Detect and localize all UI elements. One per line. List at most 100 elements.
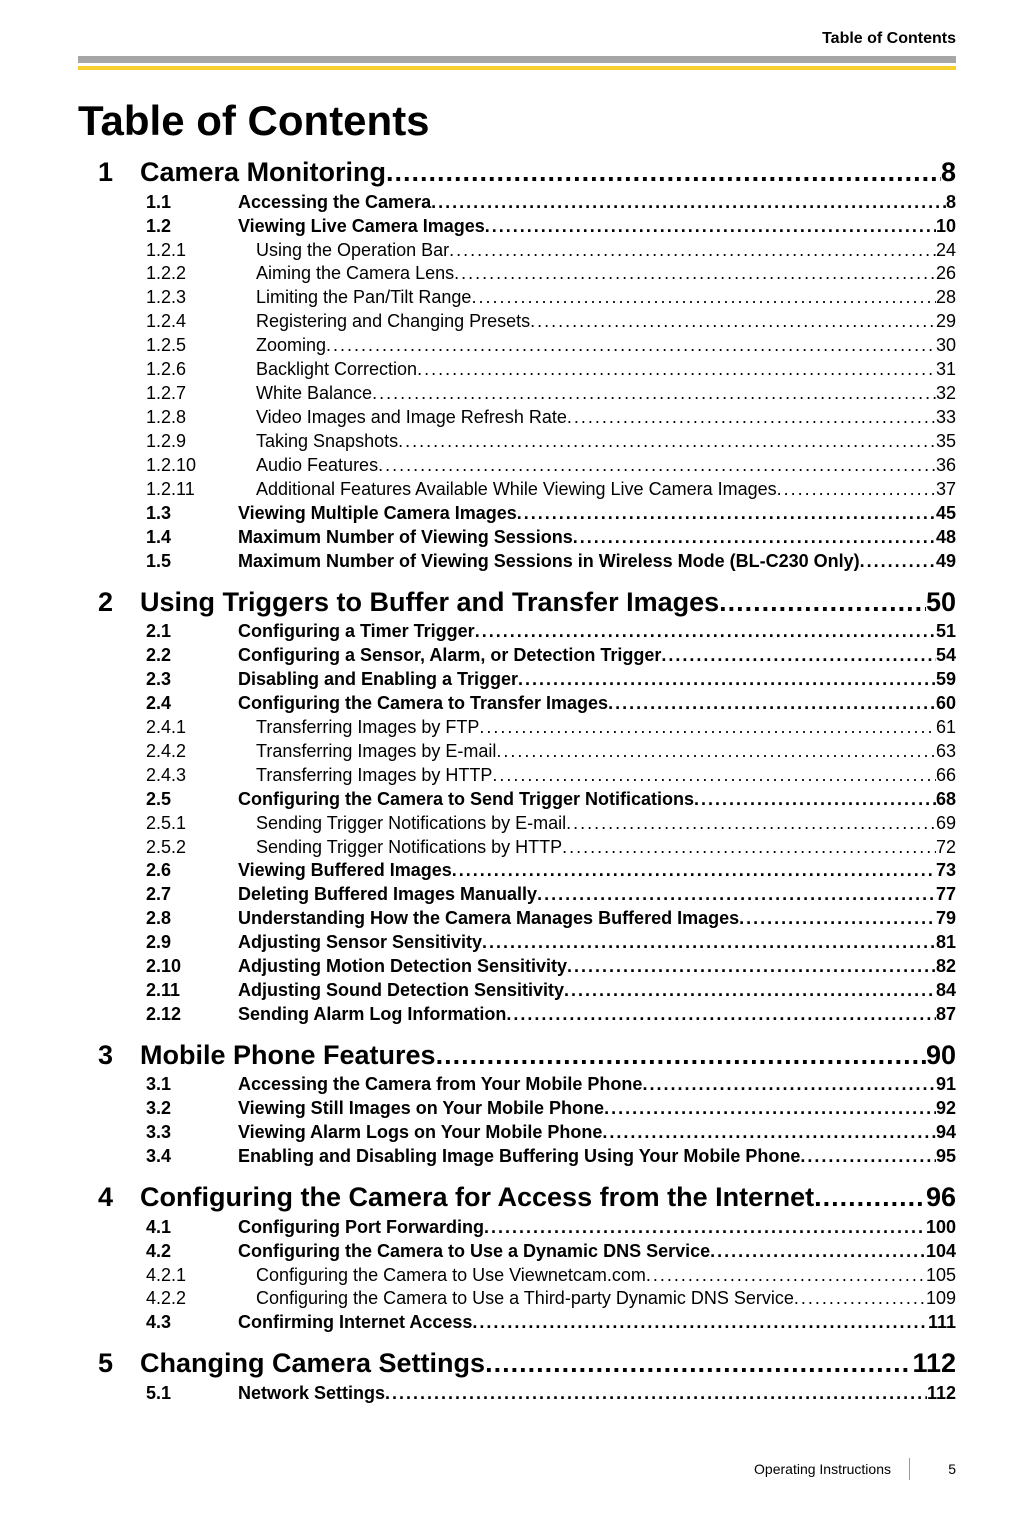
toc-entry-page: 72 (936, 836, 956, 860)
toc-entry-number: 2.11 (146, 979, 238, 1003)
toc-entry-label: Maximum Number of Viewing Sessions (238, 526, 573, 550)
toc-leader-dots (378, 454, 936, 478)
toc-leader-dots (694, 788, 936, 812)
toc-entry: 1.2.7White Balance 32 (98, 382, 956, 406)
toc-entry-number: 3.1 (146, 1073, 238, 1097)
toc-entry: 1Camera Monitoring 8 (98, 154, 956, 190)
footer-separator (909, 1458, 910, 1480)
toc-entry-page: 84 (936, 979, 956, 1003)
toc-leader-dots (608, 692, 936, 716)
toc-entry-label: Viewing Live Camera Images (238, 215, 485, 239)
toc-entry-label: Configuring the Camera to Use a Dynamic … (238, 1240, 710, 1264)
toc-entry-page: 95 (936, 1145, 956, 1169)
toc-entry-label: Audio Features (238, 454, 378, 478)
toc-entry-page: 112 (912, 1345, 956, 1381)
toc-entry-number: 4.2 (146, 1240, 238, 1264)
toc-entry-page: 32 (936, 382, 956, 406)
toc-entry-page: 90 (926, 1037, 956, 1073)
toc-entry-label: Adjusting Sound Detection Sensitivity (238, 979, 564, 1003)
toc-entry-page: 49 (936, 550, 956, 574)
toc-entry-label: Additional Features Available While View… (238, 478, 777, 502)
toc-entry: 2.2Configuring a Sensor, Alarm, or Detec… (98, 644, 956, 668)
toc-entry: 3.3Viewing Alarm Logs on Your Mobile Pho… (98, 1121, 956, 1145)
toc-entry: 3.4Enabling and Disabling Image Bufferin… (98, 1145, 956, 1169)
toc-entry: 2.5.2Sending Trigger Notifications by HT… (98, 836, 956, 860)
toc-entry-label: Mobile Phone Features (140, 1037, 436, 1073)
toc-leader-dots (739, 907, 936, 931)
toc-entry-label: Using Triggers to Buffer and Transfer Im… (140, 584, 719, 620)
footer-page-number: 5 (928, 1461, 956, 1477)
toc-entry: 4.3Confirming Internet Access 111 (98, 1311, 956, 1335)
toc-entry-page: 69 (936, 812, 956, 836)
toc-leader-dots (642, 1073, 936, 1097)
toc-entry: 4.2.1Configuring the Camera to Use Viewn… (98, 1264, 956, 1288)
toc-entry: 5.1Network Settings 112 (98, 1382, 956, 1406)
toc-entry-label: Transferring Images by FTP (238, 716, 479, 740)
toc-entry-page: 111 (928, 1311, 956, 1335)
toc-entry-page: 54 (936, 644, 956, 668)
running-head: Table of Contents (78, 30, 956, 48)
toc-entry-page: 82 (936, 955, 956, 979)
toc-entry: 2.7Deleting Buffered Images Manually 77 (98, 883, 956, 907)
toc-leader-dots (482, 931, 936, 955)
toc-leader-dots (567, 955, 936, 979)
toc-leader-dots (417, 358, 936, 382)
toc-entry-label: Transferring Images by E-mail (238, 740, 496, 764)
toc-entry-label: Registering and Changing Presets (238, 310, 530, 334)
toc-entry: 1.5Maximum Number of Viewing Sessions in… (98, 550, 956, 574)
toc-entry-page: 92 (936, 1097, 956, 1121)
toc-entry-number: 2.4 (146, 692, 238, 716)
toc-leader-dots (385, 1382, 927, 1406)
toc-entry-number: 2.1 (146, 620, 238, 644)
toc-entry-label: Configuring a Timer Trigger (238, 620, 475, 644)
toc-entry-number: 5.1 (146, 1382, 238, 1406)
toc-entry-number: 1 (98, 154, 140, 190)
toc-entry: 1.2Viewing Live Camera Images 10 (98, 215, 956, 239)
toc-entry-label: Sending Trigger Notifications by E-mail (238, 812, 566, 836)
toc-leader-dots (484, 1216, 926, 1240)
toc-entry-label: Changing Camera Settings (140, 1345, 485, 1381)
toc-entry-number: 2.10 (146, 955, 238, 979)
toc-entry-number: 2.8 (146, 907, 238, 931)
toc-entry-number: 3.3 (146, 1121, 238, 1145)
toc-entry-label: Enabling and Disabling Image Buffering U… (238, 1145, 800, 1169)
toc-entry-page: 35 (936, 430, 956, 454)
toc-entry-label: Disabling and Enabling a Trigger (238, 668, 518, 692)
toc-entry-page: 91 (936, 1073, 956, 1097)
toc-entry-label: Viewing Buffered Images (238, 859, 452, 883)
toc-entry: 1.2.5Zooming 30 (98, 334, 956, 358)
toc-entry-page: 50 (926, 584, 956, 620)
toc-entry-page: 81 (936, 931, 956, 955)
toc-entry-label: Accessing the Camera (238, 191, 431, 215)
toc-entry-page: 59 (936, 668, 956, 692)
toc-entry-label: Configuring the Camera to Use Viewnetcam… (238, 1264, 646, 1288)
toc-entry: 2.11Adjusting Sound Detection Sensitivit… (98, 979, 956, 1003)
footer-label: Operating Instructions (754, 1461, 891, 1477)
toc-entry-page: 77 (936, 883, 956, 907)
toc-entry-number: 3 (98, 1037, 140, 1073)
table-of-contents: 1Camera Monitoring 81.1Accessing the Cam… (98, 154, 956, 1406)
toc-entry: 1.2.8Video Images and Image Refresh Rate… (98, 406, 956, 430)
toc-entry-page: 96 (926, 1179, 956, 1215)
toc-leader-dots (710, 1240, 926, 1264)
toc-entry: 2.3Disabling and Enabling a Trigger 59 (98, 668, 956, 692)
toc-leader-dots (860, 550, 936, 574)
toc-entry-page: 10 (936, 215, 956, 239)
toc-entry: 2.5Configuring the Camera to Send Trigge… (98, 788, 956, 812)
toc-entry-number: 1.4 (146, 526, 238, 550)
toc-leader-dots (530, 310, 936, 334)
toc-entry-number: 1.2.8 (146, 406, 238, 430)
toc-entry-number: 1.3 (146, 502, 238, 526)
toc-entry: 2Using Triggers to Buffer and Transfer I… (98, 584, 956, 620)
toc-entry-number: 2.5.1 (146, 812, 238, 836)
toc-entry-number: 1.2 (146, 215, 238, 239)
toc-entry-label: Configuring a Sensor, Alarm, or Detectio… (238, 644, 661, 668)
toc-entry-page: 100 (926, 1216, 956, 1240)
toc-leader-dots (562, 836, 936, 860)
toc-entry-label: Taking Snapshots (238, 430, 398, 454)
toc-entry-number: 2.12 (146, 1003, 238, 1027)
divider-yellow (78, 66, 956, 70)
toc-entry: 1.4Maximum Number of Viewing Sessions 48 (98, 526, 956, 550)
toc-entry-page: 45 (936, 502, 956, 526)
toc-entry-number: 1.2.1 (146, 239, 238, 263)
